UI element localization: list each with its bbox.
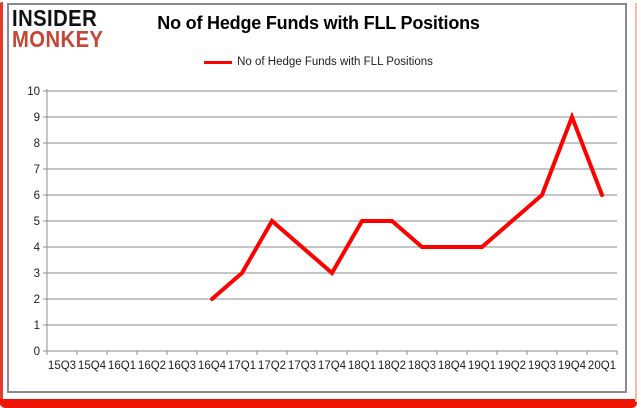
chart-title: No of Hedge Funds with FLL Positions xyxy=(157,13,480,33)
y-tick-label: 2 xyxy=(34,294,40,306)
chart-panel xyxy=(7,3,627,393)
x-tick-label: 16Q4 xyxy=(198,360,227,372)
y-tick-label: 8 xyxy=(34,138,40,150)
y-tick-label: 1 xyxy=(34,320,40,332)
y-tick-label: 4 xyxy=(34,242,41,254)
y-tick-label: 10 xyxy=(27,86,40,98)
page-border-left xyxy=(0,2,3,406)
x-tick-label: 17Q1 xyxy=(228,360,256,372)
y-tick-label: 9 xyxy=(34,112,40,124)
x-tick-label: 19Q1 xyxy=(468,360,496,372)
legend-line-swatch xyxy=(204,60,233,64)
y-tick-label: 0 xyxy=(34,346,40,358)
page-border-bottom xyxy=(0,399,637,408)
x-tick-label: 17Q2 xyxy=(258,360,286,372)
data-line xyxy=(210,111,604,301)
x-tick-label: 17Q3 xyxy=(288,360,316,372)
x-tick-label: 15Q4 xyxy=(78,360,107,372)
logo-line1: INSIDER xyxy=(12,5,98,31)
page-border-right xyxy=(635,3,637,402)
x-tick-label: 19Q4 xyxy=(558,360,587,372)
legend: No of Hedge Funds with FLL Positions xyxy=(0,56,637,68)
y-tick-label: 7 xyxy=(34,164,40,176)
y-tick-label: 5 xyxy=(34,216,40,228)
x-tick-label: 18Q4 xyxy=(438,360,467,372)
x-tick-label: 20Q1 xyxy=(588,360,616,372)
insider-monkey-logo: INSIDER MONKEY xyxy=(12,5,104,53)
x-tick-label: 16Q3 xyxy=(168,360,196,372)
y-tick-label: 3 xyxy=(34,268,40,280)
x-tick-label: 15Q3 xyxy=(48,360,76,372)
x-tick-label: 18Q1 xyxy=(348,360,376,372)
x-tick-label: 16Q1 xyxy=(108,360,136,372)
legend-label: No of Hedge Funds with FLL Positions xyxy=(237,56,433,68)
x-tick-label: 19Q2 xyxy=(498,360,526,372)
x-tick-label: 17Q4 xyxy=(318,360,347,372)
y-tick-label: 6 xyxy=(34,190,40,202)
x-tick-label: 18Q3 xyxy=(408,360,436,372)
x-tick-label: 19Q3 xyxy=(528,360,556,372)
logo-line2: MONKEY xyxy=(12,26,104,53)
x-tick-label: 18Q2 xyxy=(378,360,406,372)
x-tick-label: 16Q2 xyxy=(138,360,166,372)
